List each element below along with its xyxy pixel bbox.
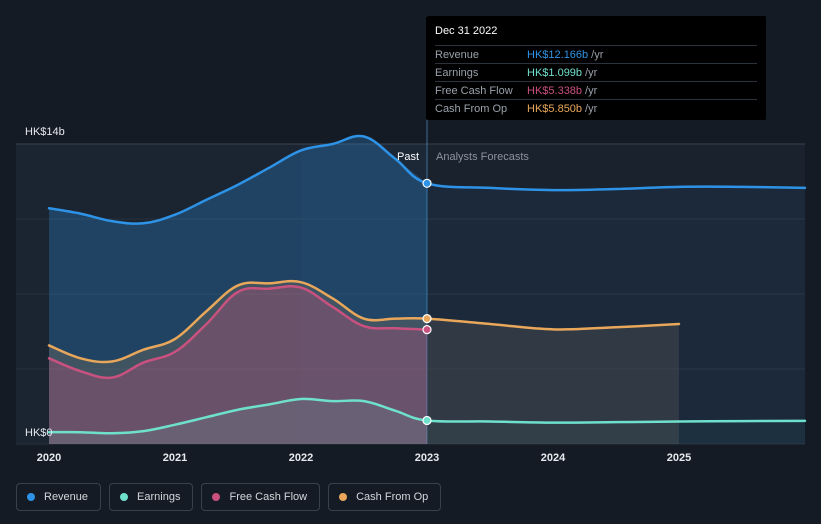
tooltip-value: HK$12.166b <box>527 48 589 61</box>
free-cash-flow-dot-icon <box>212 493 221 501</box>
legend-item-earnings[interactable]: Earnings <box>109 483 194 511</box>
tooltip-row-cash-from-op: Cash From Op HK$5.850b /yr <box>435 99 757 117</box>
tooltip-label: Earnings <box>435 66 479 79</box>
x-tick-label: 2022 <box>289 452 313 464</box>
legend-item-free-cash-flow[interactable]: Free Cash Flow <box>201 483 321 511</box>
free-cash-flow-point <box>422 325 432 335</box>
tooltip-value: HK$1.099b <box>527 66 583 79</box>
legend-label: Cash From Op <box>356 491 429 503</box>
tooltip-unit: /yr <box>585 102 598 115</box>
revenue-forecast-area <box>427 183 805 445</box>
past-label: Past <box>397 151 419 163</box>
x-tick-label: 2021 <box>163 452 187 464</box>
legend-label: Revenue <box>44 491 89 503</box>
forecast-label: Analysts Forecasts <box>436 151 529 163</box>
revenue-past-area <box>49 135 427 444</box>
free-cash-flow-past-area <box>49 286 427 444</box>
revenue-point <box>422 178 432 188</box>
earnings-past-area <box>49 398 427 444</box>
cash-from-op-forecast-area <box>427 318 679 444</box>
x-tick-label: 2024 <box>541 452 566 464</box>
tooltip-row-earnings: Earnings HK$1.099b /yr <box>435 63 757 81</box>
tooltip-unit: /yr <box>591 48 604 61</box>
tooltip-label: Cash From Op <box>435 102 508 115</box>
cash-from-op-past-area <box>49 281 427 444</box>
y-tick-label-top: HK$14b <box>25 126 65 138</box>
tooltip-date: Dec 31 2022 <box>435 25 498 37</box>
legend-item-revenue[interactable]: Revenue <box>16 483 102 511</box>
cash-from-op-point <box>422 314 432 324</box>
free-cash-flow-line <box>47 284 429 380</box>
tooltip-label: Free Cash Flow <box>435 84 513 97</box>
earnings-point <box>422 415 432 426</box>
cash-from-op-dot-icon <box>339 493 348 501</box>
tooltip-row-revenue: Revenue HK$12.166b /yr <box>435 45 757 63</box>
earnings-dot-icon <box>120 493 129 501</box>
tooltip-unit: /yr <box>585 66 598 79</box>
tooltip: Dec 31 2022 Revenue HK$12.166b /yr Earni… <box>426 16 766 120</box>
legend: Revenue Earnings Free Cash Flow Cash Fro… <box>16 483 442 511</box>
revenue-line <box>47 134 807 225</box>
earnings-line <box>47 397 807 435</box>
cash-from-op-line <box>47 279 681 364</box>
tooltip-value: HK$5.850b <box>527 102 583 115</box>
legend-label: Free Cash Flow <box>229 491 308 503</box>
legend-item-cash-from-op[interactable]: Cash From Op <box>328 483 442 511</box>
x-tick-label: 2025 <box>667 452 691 464</box>
tooltip-row-free-cash-flow: Free Cash Flow HK$5.338b /yr <box>435 81 757 99</box>
earnings-forecast-area <box>427 420 805 444</box>
y-tick-label-bottom: HK$0 <box>25 427 53 439</box>
revenue-dot-icon <box>27 493 35 501</box>
tooltip-label: Revenue <box>435 48 480 61</box>
x-tick-label: 2023 <box>415 452 439 464</box>
tooltip-value: HK$5.338b <box>527 84 583 97</box>
x-tick-label: 2020 <box>37 452 61 464</box>
tooltip-unit: /yr <box>585 84 598 97</box>
legend-label: Earnings <box>137 491 181 503</box>
